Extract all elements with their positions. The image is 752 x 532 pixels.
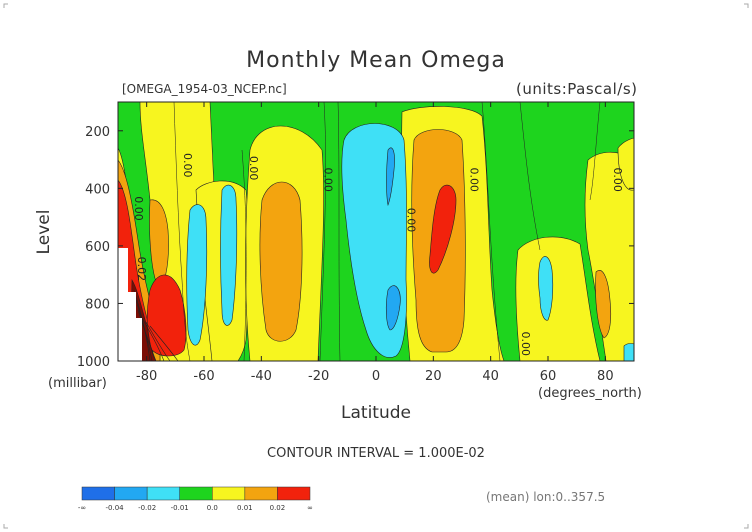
x-tick-label: 20	[425, 369, 442, 384]
field-cyan-south-50	[220, 184, 238, 326]
y-axis-title: Level	[34, 209, 54, 255]
field-orange-north-80	[595, 270, 612, 339]
colorbar-label: 0.01	[237, 504, 253, 512]
chart-title: Monthly Mean Omega	[246, 48, 506, 73]
x-axis-unit: (degrees_north)	[538, 386, 642, 401]
colorbar-label: -0.02	[138, 504, 156, 512]
x-tick-label: -80	[136, 369, 157, 384]
y-axis-unit: (millibar)	[48, 376, 107, 391]
y-tick-label: 400	[85, 182, 110, 197]
y-tick-label: 200	[85, 125, 110, 140]
field-orange-south-70	[149, 199, 169, 291]
y-tick-label: 1000	[77, 355, 110, 370]
colorbar-label: 0.0	[207, 504, 218, 512]
contour-field	[118, 102, 634, 361]
field-blue-equator-lower	[385, 285, 401, 331]
crop-marks	[3, 3, 749, 529]
contour-interval-label: CONTOUR INTERVAL = 1.000E-02	[267, 446, 485, 461]
x-tick-label: 60	[540, 369, 557, 384]
missing-data-block	[118, 248, 142, 361]
contour-label: 0.00	[611, 167, 624, 192]
x-axis-title: Latitude	[341, 403, 411, 423]
field-blue-equator-upper	[386, 147, 395, 207]
field-yellow-north-mid	[515, 236, 601, 361]
x-tick-label: 0	[372, 369, 380, 384]
field-yellow-top-right	[617, 137, 634, 191]
contour-label: 0.00	[132, 196, 145, 221]
file-name-label: [OMEGA_1954-03_NCEP.nc]	[122, 82, 287, 96]
contour-label: 0.02	[135, 257, 148, 282]
colorbar-swatch	[212, 486, 246, 501]
colorbar-label: -∞	[78, 504, 86, 512]
contour-label: 0.00	[321, 167, 334, 192]
colorbar-label: ∞	[307, 504, 313, 512]
contour-label: 0.00	[247, 156, 260, 181]
units-label: (units:Pascal/s)	[516, 80, 638, 98]
field-cyan-corner	[623, 343, 634, 361]
field-cyan-north-58	[538, 256, 554, 321]
x-tick-label: -20	[308, 369, 329, 384]
colorbar-label: -0.01	[171, 504, 189, 512]
colorbar-swatch	[179, 486, 213, 501]
colorbar-swatch	[277, 486, 311, 501]
x-tick-label: 40	[482, 369, 499, 384]
x-tick-label: -40	[251, 369, 272, 384]
x-axis: -80 -60 -40 -20 0 20 40 60 80	[136, 102, 614, 384]
y-axis: 200 400 600 800 1000	[77, 125, 634, 370]
colorbar: -∞ -0.04 -0.02 -0.01 0.0 0.01 0.02 ∞	[78, 486, 313, 512]
mean-note-label: (mean) lon:0..357.5	[486, 490, 606, 504]
contour-label: 0.00	[405, 208, 418, 233]
contour-label: 0.00	[519, 331, 532, 356]
contour-label: 0.00	[181, 153, 194, 178]
colorbar-label: -0.04	[106, 504, 125, 512]
field-red-north-25	[429, 184, 457, 274]
colorbar-swatch	[244, 486, 278, 501]
field-cyan-south-60	[186, 204, 208, 346]
contour-label: 0.00	[468, 167, 481, 192]
colorbar-swatch	[114, 486, 148, 501]
colorbar-swatch	[81, 486, 115, 501]
y-tick-label: 800	[85, 297, 110, 312]
x-tick-label: 80	[597, 369, 614, 384]
y-tick-label: 600	[85, 240, 110, 255]
colorbar-swatch	[146, 486, 180, 501]
contour-labels: 0.00 0.02 0.00 0.00 0.00 0.00 0.00 0.00 0.00	[132, 153, 624, 356]
x-tick-label: -60	[193, 369, 214, 384]
colorbar-label: 0.02	[270, 504, 286, 512]
zero-contour-lines	[173, 102, 601, 361]
field-orange-south-40	[259, 181, 303, 342]
